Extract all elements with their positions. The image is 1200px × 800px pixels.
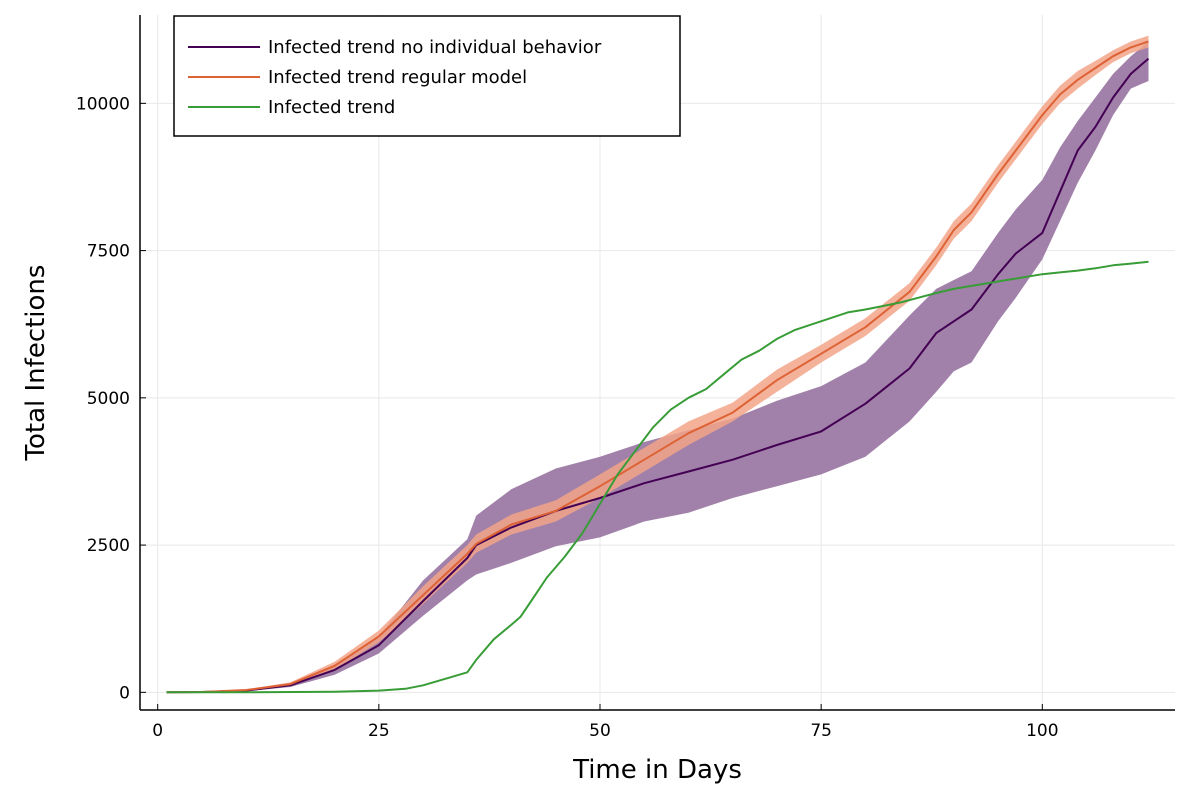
x-tick-label: 25 [368, 721, 390, 741]
legend-label-0: Infected trend no individual behavior [268, 37, 602, 58]
x-tick-label: 100 [1026, 721, 1058, 741]
legend-label-2: Infected trend [268, 97, 395, 118]
series-line-1 [166, 40, 1149, 694]
band-layer [166, 35, 1149, 693]
y-tick-label: 0 [119, 683, 130, 703]
x-tick-label: 75 [810, 721, 832, 741]
y-tick-label: 2500 [87, 536, 130, 556]
confidence-band-series-1 [166, 35, 1149, 693]
tick-layer: 0 25 50 75 100 0 2500 5000 7500 10000 [76, 94, 1059, 741]
y-tick-label: 7500 [87, 242, 130, 262]
y-tick-label: 10000 [76, 94, 130, 114]
axis-layer [139, 15, 1175, 711]
series-line-0 [166, 57, 1150, 694]
y-tick-label: 5000 [87, 389, 130, 409]
confidence-band-series-0 [166, 41, 1149, 693]
x-tick-label: 50 [589, 721, 611, 741]
x-axis-label: Time in Days [572, 755, 742, 785]
line-layer [166, 40, 1150, 694]
legend-items: Infected trend no individual behavior Inf… [188, 37, 602, 118]
legend-label-1: Infected trend regular model [268, 67, 527, 88]
x-tick-label: 0 [152, 721, 163, 741]
legend: Infected trend no individual behavior Inf… [173, 15, 681, 137]
series-line-2 [166, 260, 1149, 694]
y-axis-label: Total Infections [21, 265, 51, 462]
